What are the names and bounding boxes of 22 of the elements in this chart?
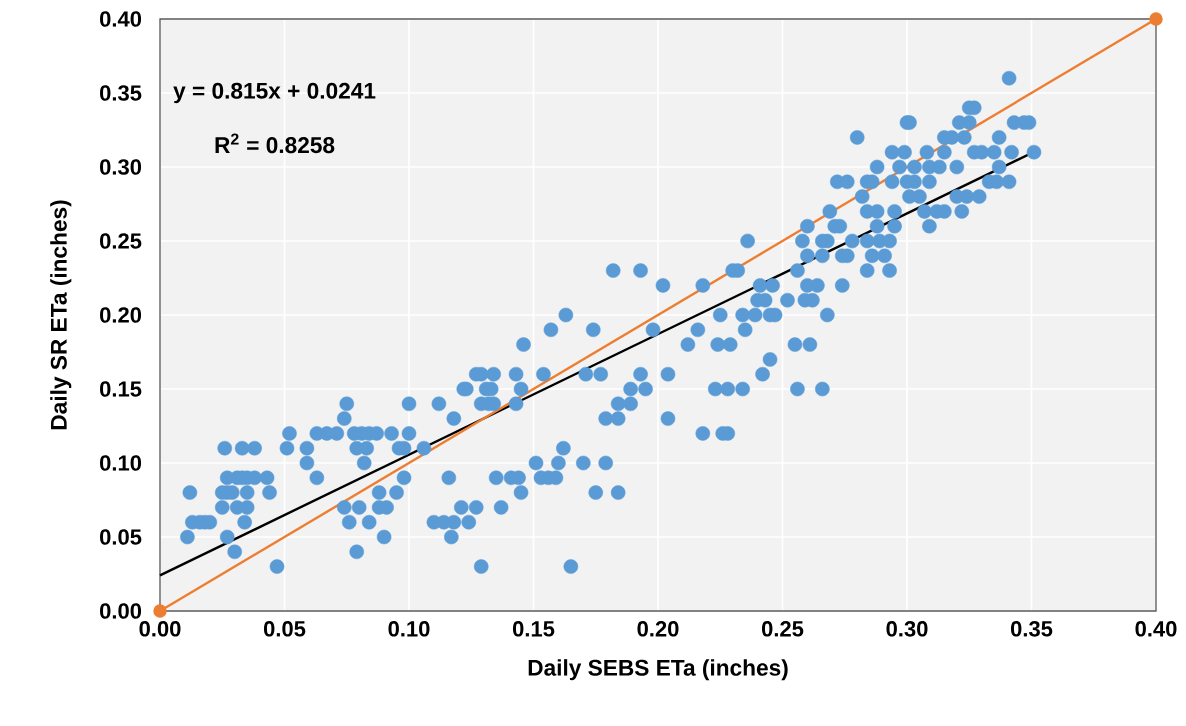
x-tick-label: 0.05 [263,621,306,637]
x-tick-label: 0.30 [886,621,928,637]
y-tick-label: 0.35 [100,85,142,101]
x-tick-label: 0.15 [512,621,555,637]
y-tick-label: 0.40 [100,11,142,27]
y-tick-label: 0.20 [100,307,142,323]
x-tick-label: 0.00 [139,621,181,637]
y-tick-label: 0.10 [100,455,142,471]
x-tick-label: 0.25 [761,621,804,637]
y-tick-label: 0.15 [100,381,142,397]
x-tick-label: 0.10 [388,621,430,637]
y-tick-label: 0.05 [100,529,142,545]
y-tick-label: 0.00 [100,603,142,619]
y-axis-title: Daily SR ETa (inches) [50,200,72,430]
annotation: y = 0.815x + 0.0241 [173,82,376,104]
y-tick-label: 0.25 [100,233,142,249]
x-tick-label: 0.40 [1135,621,1177,637]
x-axis-title: Daily SEBS ETa (inches) [528,659,788,681]
x-tick-label: 0.20 [637,621,679,637]
annotation: R$^{2}$ = 0.8258 [215,133,335,154]
y-tick-label: 0.30 [100,159,142,175]
x-tick-label: 0.35 [1010,621,1053,637]
